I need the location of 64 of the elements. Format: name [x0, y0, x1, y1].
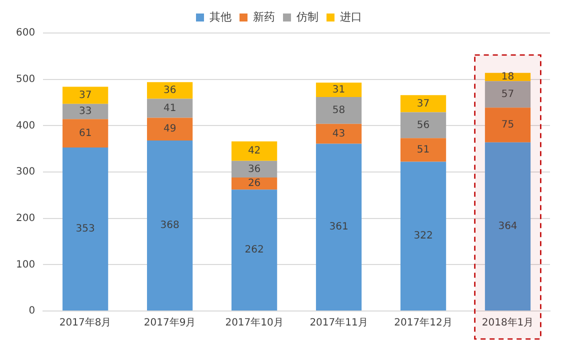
data-label: 368: [160, 220, 180, 232]
data-label: 36: [248, 164, 261, 175]
bar: [484, 108, 531, 142]
y-tick-label: 300: [16, 166, 36, 178]
data-label: 26: [248, 178, 261, 190]
data-label: 361: [329, 222, 348, 233]
bar: [62, 119, 108, 148]
y-tick-label: 0: [28, 306, 36, 317]
data-label: 43: [332, 128, 346, 140]
data-label: 322: [414, 230, 433, 242]
y-tick-label: 400: [16, 120, 36, 132]
data-label: 33: [78, 106, 92, 118]
x-tick-label: 2018年1月: [482, 316, 534, 329]
data-label: 56: [416, 120, 430, 131]
legend-label: 新药: [253, 10, 275, 24]
y-tick-label: 600: [16, 28, 36, 39]
data-label: 31: [332, 84, 346, 96]
data-label: 75: [501, 120, 514, 131]
data-label: 42: [248, 146, 261, 157]
bar: [231, 178, 278, 190]
bar: [316, 82, 362, 97]
data-label: 18: [501, 72, 514, 83]
data-label: 58: [332, 104, 346, 116]
bar: [147, 118, 193, 140]
y-tick-label: 200: [16, 212, 36, 224]
bar: [62, 147, 108, 310]
y-tick-label: 100: [16, 259, 36, 270]
bar: [316, 96, 362, 124]
bar: [484, 142, 531, 310]
bar: [62, 86, 108, 104]
bar: [316, 124, 362, 144]
legend-label: 其他: [210, 10, 232, 24]
data-label: 49: [163, 124, 176, 135]
data-label: 41: [163, 102, 176, 114]
data-label: 61: [78, 128, 92, 139]
data-label: 364: [498, 221, 518, 232]
y-tick-label: 500: [16, 74, 36, 85]
x-tick-label: 2017年12月: [394, 316, 452, 329]
x-tick-label: 2017年9月: [144, 316, 196, 329]
bar: [400, 112, 446, 138]
legend-label: 进口: [340, 10, 362, 24]
bar: [484, 81, 531, 108]
x-tick-label: 2017年8月: [59, 316, 112, 329]
bar: [147, 140, 193, 310]
bar: [231, 141, 278, 161]
x-tick-label: 2017年10月: [225, 316, 284, 329]
bar: [400, 95, 446, 112]
data-label: 51: [416, 144, 430, 156]
bar: [231, 160, 278, 178]
bar: [147, 82, 193, 99]
x-tick-label: 2017年11月: [310, 316, 368, 329]
data-label: 37: [416, 98, 430, 110]
bar: [400, 162, 446, 310]
data-label: 353: [76, 224, 95, 235]
data-label: 262: [244, 244, 264, 256]
data-label: 36: [163, 85, 176, 96]
bar: [147, 98, 193, 118]
data-label: 37: [78, 90, 92, 101]
bar: [62, 104, 108, 120]
bar: [231, 190, 278, 310]
bar: [316, 144, 362, 310]
data-label: 57: [501, 88, 514, 100]
bar: [400, 138, 446, 162]
legend-label: 仿制: [296, 10, 318, 24]
